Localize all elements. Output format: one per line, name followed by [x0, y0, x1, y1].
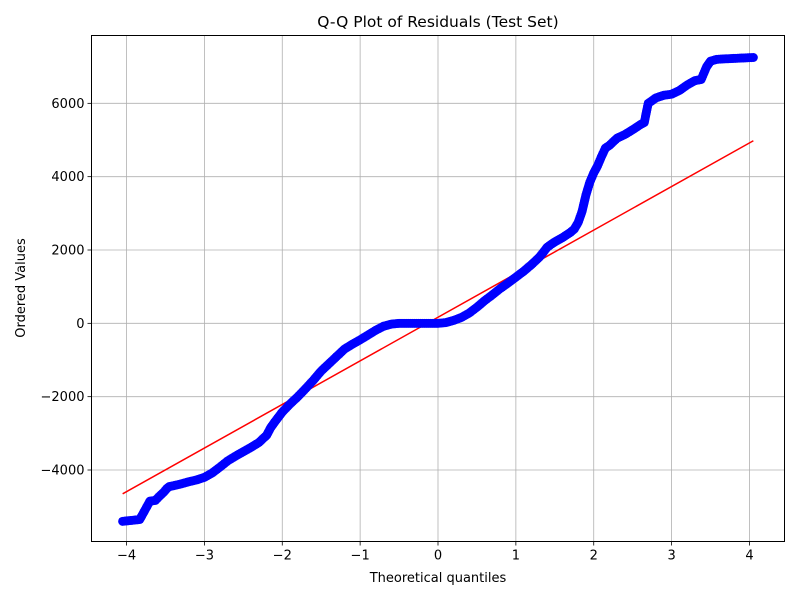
x-tick-label: 4 — [745, 549, 753, 564]
x-tick-label: 2 — [590, 549, 598, 564]
y-tick-label: 6000 — [51, 97, 84, 112]
x-tick-label: 1 — [512, 549, 520, 564]
fit-line-layer — [122, 140, 754, 495]
y-tick-label: 4000 — [51, 170, 84, 185]
chart-title: Q-Q Plot of Residuals (Test Set) — [317, 13, 558, 31]
x-tick-label: 3 — [667, 549, 675, 564]
y-tick-label: −2000 — [41, 390, 85, 405]
x-axis-ticks: −4 −3 −2 −1 0 1 2 3 4 — [117, 541, 754, 564]
data-points — [118, 53, 758, 526]
x-tick-label: −3 — [195, 549, 214, 564]
data-point — [748, 53, 758, 62]
x-tick-label: 0 — [434, 549, 442, 564]
y-axis-ticks: −4000 −2000 0 2000 4000 6000 — [41, 97, 92, 479]
x-tick-label: −1 — [351, 549, 370, 564]
x-tick-label: −4 — [117, 549, 136, 564]
y-tick-label: −4000 — [41, 464, 85, 479]
y-tick-label: 2000 — [51, 244, 84, 259]
fit-line — [122, 140, 754, 495]
x-tick-label: −2 — [273, 549, 292, 564]
x-axis-title: Theoretical quantiles — [369, 571, 507, 586]
y-tick-label: 0 — [76, 317, 84, 332]
grid-lines — [91, 35, 785, 542]
y-axis-title: Ordered Values — [14, 238, 29, 338]
